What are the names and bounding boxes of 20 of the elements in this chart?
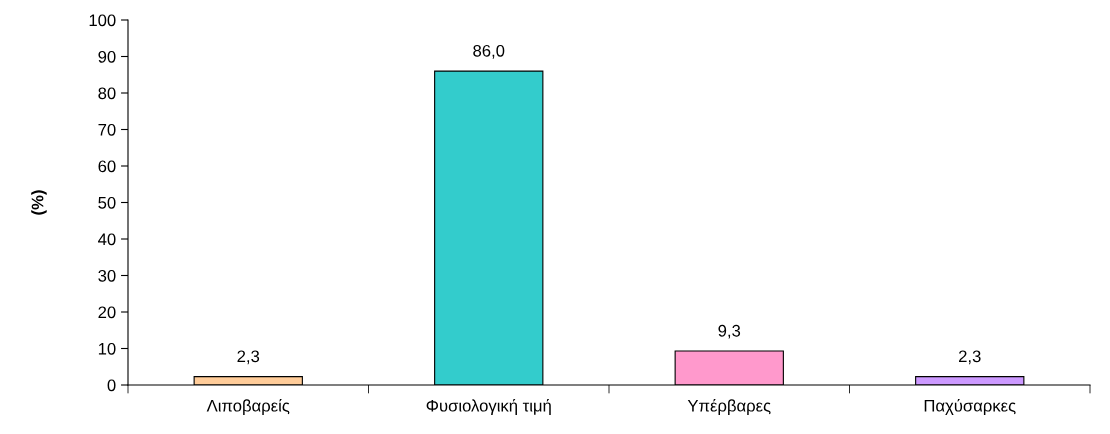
x-tick-label: Παχύσαρκες [924,398,1016,415]
y-tick-label: 70 [98,123,116,136]
y-tick-label: 50 [98,196,116,209]
y-axis-title: (%) [31,190,47,215]
data-label: 9,3 [718,324,741,339]
y-tick-label: 20 [98,306,116,319]
y-tick-label: 80 [98,87,116,100]
x-tick-label: Υπέρβαρες [687,398,771,415]
y-tick-label: 60 [98,160,116,173]
y-tick-label: 10 [98,342,116,355]
data-label: 86,0 [473,44,505,59]
x-tick-label: Φυσιολογική τιμή [426,398,551,415]
y-tick-label: 90 [98,50,116,63]
data-label: 2,3 [959,350,981,365]
y-tick-label: 30 [98,269,116,282]
y-tick-label: 100 [89,14,116,27]
x-tick-label: Λιποβαρείς [206,398,290,415]
y-tick-label: 40 [98,233,116,246]
y-tick-label: 0 [107,379,116,392]
data-label: 2,3 [237,350,260,365]
